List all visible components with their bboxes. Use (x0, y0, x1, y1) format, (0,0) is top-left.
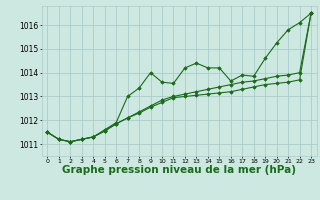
X-axis label: Graphe pression niveau de la mer (hPa): Graphe pression niveau de la mer (hPa) (62, 165, 296, 175)
